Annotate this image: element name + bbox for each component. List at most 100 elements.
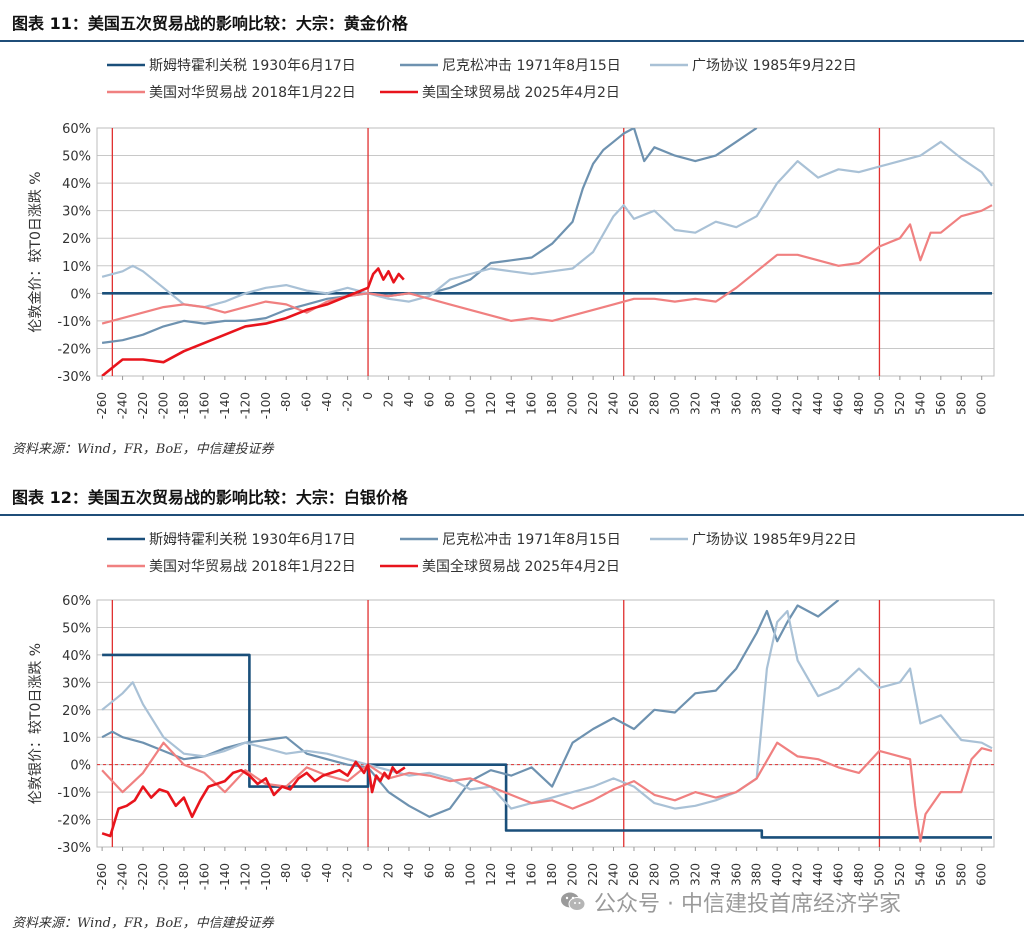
- x-tick-label: 140: [504, 392, 518, 415]
- x-tick-label: 100: [463, 392, 477, 415]
- y-tick-label: -10%: [57, 786, 91, 801]
- legend-label-china2018: 美国对华贸易战 2018年1月22日: [149, 85, 356, 101]
- x-tick-label: 400: [770, 392, 784, 415]
- x-tick-label: 420: [791, 863, 805, 886]
- x-tick-label: 220: [586, 392, 600, 415]
- x-tick-label: 500: [872, 863, 886, 886]
- y-tick-label: 60%: [62, 122, 91, 137]
- x-tick-label: 240: [607, 863, 621, 886]
- x-tick-label: 340: [709, 392, 723, 415]
- figure-12-title-rule: [0, 514, 1024, 516]
- x-tick-label: 520: [893, 392, 907, 415]
- x-tick-label: 360: [729, 392, 743, 415]
- x-tick-label: -220: [136, 863, 150, 890]
- y-axis-label: 伦敦银价：较T0日涨跌 %: [28, 643, 44, 804]
- x-tick-label: -40: [320, 392, 334, 412]
- x-tick-label: 20: [381, 863, 395, 878]
- watermark: 公众号 · 中信建投首席经济学家: [560, 886, 901, 918]
- y-tick-label: 40%: [62, 649, 91, 664]
- x-tick-label: 60: [422, 863, 436, 878]
- x-tick-label: 220: [586, 863, 600, 886]
- legend-label-china2018: 美国对华贸易战 2018年1月22日: [149, 559, 356, 575]
- x-tick-label: 540: [913, 863, 927, 886]
- x-tick-label: -100: [259, 863, 273, 890]
- x-tick-label: -120: [238, 863, 252, 890]
- series-line-global2025: [101, 267, 405, 376]
- y-tick-label: 30%: [62, 205, 91, 220]
- x-tick-label: -200: [156, 392, 170, 419]
- x-tick-label: 580: [954, 863, 968, 886]
- x-tick-label: 420: [791, 392, 805, 415]
- y-tick-label: -10%: [57, 315, 91, 330]
- x-tick-label: 380: [750, 392, 764, 415]
- x-tick-label: -140: [218, 863, 232, 890]
- x-tick-label: 300: [668, 392, 682, 415]
- x-tick-label: 480: [852, 863, 866, 886]
- series-line-plaza: [101, 609, 993, 810]
- plot-frame: [96, 127, 995, 377]
- figure-11-title-rule: [0, 40, 1024, 42]
- x-tick-label: 340: [709, 863, 723, 886]
- x-tick-label: 100: [463, 863, 477, 886]
- y-tick-label: 10%: [62, 731, 91, 746]
- x-tick-label: 480: [852, 392, 866, 415]
- x-tick-label: -80: [279, 392, 293, 412]
- x-tick-label: 40: [402, 392, 416, 407]
- y-tick-label: 50%: [62, 621, 91, 636]
- x-tick-label: 200: [566, 392, 580, 415]
- series-line-china2018: [101, 741, 993, 843]
- x-tick-label: 560: [934, 392, 948, 415]
- x-tick-label: -200: [156, 863, 170, 890]
- series-line-smoot: [102, 653, 992, 839]
- x-tick-label: 240: [607, 392, 621, 415]
- x-tick-label: -20: [341, 863, 355, 883]
- legend-label-smoot: 斯姆特霍利关税 1930年6月17日: [149, 58, 356, 74]
- series-line-nixon: [101, 128, 758, 344]
- x-tick-label: 20: [381, 392, 395, 407]
- x-tick-label: -40: [320, 863, 334, 883]
- x-tick-label: 560: [934, 863, 948, 886]
- series-group: [101, 128, 993, 376]
- y-tick-label: 50%: [62, 150, 91, 165]
- x-tick-label: 160: [525, 392, 539, 415]
- x-tick-label: 120: [484, 863, 498, 886]
- legend-label-nixon: 尼克松冲击 1971年8月15日: [442, 58, 621, 74]
- x-tick-label: -60: [300, 392, 314, 412]
- y-tick-label: -20%: [57, 342, 91, 357]
- y-tick-label: -20%: [57, 814, 91, 829]
- legend-label-smoot: 斯姆特霍利关税 1930年6月17日: [149, 532, 356, 548]
- x-tick-label: 0: [361, 863, 375, 871]
- y-tick-label: 20%: [62, 232, 91, 247]
- gold-price-chart: 斯姆特霍利关税 1930年6月17日 尼克松冲击 1971年8月15日 广场协议 1…: [28, 58, 995, 419]
- x-tick-label: 80: [443, 863, 457, 878]
- x-tick-label: 580: [954, 392, 968, 415]
- x-tick-label: 120: [484, 392, 498, 415]
- x-tick-label: -240: [116, 863, 130, 890]
- x-tick-label: 140: [504, 863, 518, 886]
- y-tick-label: 40%: [62, 177, 91, 192]
- y-tick-label: 0%: [70, 287, 91, 302]
- y-tick-label: -30%: [57, 370, 91, 385]
- x-tick-label: -20: [341, 392, 355, 412]
- x-tick-label: 380: [750, 863, 764, 886]
- plot-frame: [96, 599, 995, 848]
- x-tick-label: 180: [545, 392, 559, 415]
- legend-label-global2025: 美国全球贸易战 2025年4月2日: [422, 558, 620, 575]
- x-tick-label: 40: [402, 863, 416, 878]
- x-tick-label: 280: [647, 863, 661, 886]
- x-tick-label: 460: [832, 863, 846, 886]
- figure-12-source: 资料来源：Wind，FR，BoE，中信建投证券: [12, 916, 274, 931]
- x-tick-label: 180: [545, 863, 559, 886]
- y-tick-label: 10%: [62, 260, 91, 275]
- y-tick-label: 20%: [62, 704, 91, 719]
- figure-11-title: 图表 11：美国五次贸易战的影响比较：大宗：黄金价格: [12, 14, 408, 33]
- legend-label-global2025: 美国全球贸易战 2025年4月2日: [422, 84, 620, 101]
- x-tick-label: -160: [197, 863, 211, 890]
- x-tick-label: -80: [279, 863, 293, 883]
- x-tick-label: 540: [913, 392, 927, 415]
- x-tick-label: 160: [525, 863, 539, 886]
- x-tick-label: -240: [116, 392, 130, 419]
- x-tick-label: 200: [566, 863, 580, 886]
- x-tick-label: 600: [975, 863, 989, 886]
- series-line-china2018: [101, 204, 993, 325]
